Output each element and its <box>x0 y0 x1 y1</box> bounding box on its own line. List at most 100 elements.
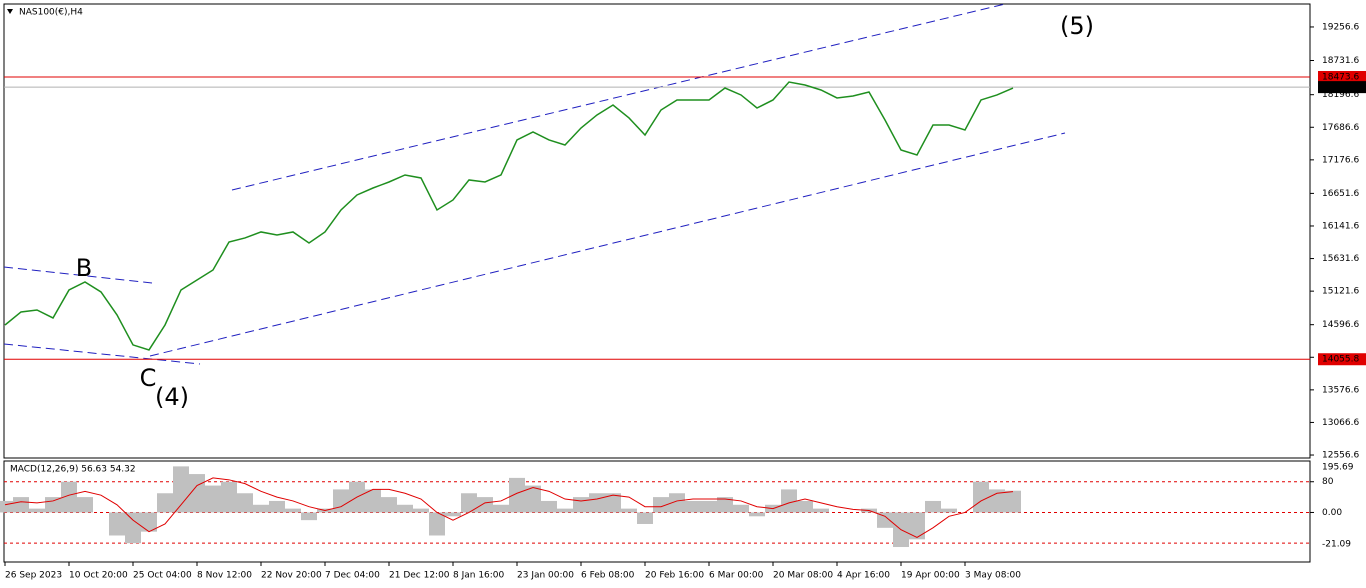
x-tick-label: 20 Feb 16:00 <box>645 571 704 581</box>
macd-bar <box>781 489 797 513</box>
x-tick-label: 25 Oct 04:00 <box>133 571 192 581</box>
macd-bar <box>733 504 749 513</box>
x-tick-label: 20 Mar 08:00 <box>773 571 833 581</box>
macd-bar <box>269 500 285 513</box>
macd-bar <box>717 497 733 513</box>
x-tick-label: 6 Mar 00:00 <box>709 571 764 581</box>
macd-bar <box>653 497 669 513</box>
macd-bar <box>685 500 701 513</box>
y-tick-label: 16651.6 <box>1322 189 1359 199</box>
wedge-lower <box>3 343 201 365</box>
macd-bar <box>157 493 173 513</box>
wave-label: (5) <box>1060 12 1094 40</box>
y-tick-label: 0.00 <box>1322 508 1342 518</box>
macd-bar <box>941 508 957 513</box>
macd-bar <box>77 497 93 513</box>
price-tag-label: 14055.8 <box>1322 355 1359 365</box>
wedge-upper <box>3 266 153 284</box>
macd-bar <box>109 512 125 536</box>
y-tick-label: 18731.6 <box>1322 56 1359 66</box>
macd-bar <box>29 508 45 513</box>
x-tick-label: 19 Apr 00:00 <box>901 571 960 581</box>
macd-bar <box>973 481 989 513</box>
macd-bar <box>381 497 397 513</box>
y-tick-label: 18196.6 <box>1322 90 1359 100</box>
macd-bar <box>13 497 29 513</box>
macd-bar <box>749 512 765 517</box>
price-tag <box>1318 70 1366 83</box>
macd-bar <box>61 481 77 513</box>
macd-bar <box>0 500 13 513</box>
price-line-series <box>4 81 1014 351</box>
macd-bar <box>461 493 477 513</box>
y-tick-label: 13066.6 <box>1322 418 1359 428</box>
macd-bar <box>877 512 893 528</box>
macd-bar <box>141 512 157 532</box>
y-tick-label: 15631.6 <box>1322 254 1359 264</box>
y-tick-label: 12556.6 <box>1322 451 1359 461</box>
macd-bar <box>605 493 621 513</box>
macd-bar <box>125 512 141 544</box>
x-tick-label: 4 Apr 16:00 <box>837 571 890 581</box>
x-tick-label: 8 Nov 12:00 <box>197 571 252 581</box>
x-tick-label: 8 Jan 16:00 <box>453 571 505 581</box>
macd-bar <box>813 508 829 513</box>
chart-title: NAS100(€),H4 <box>19 8 83 18</box>
wave-label: B <box>76 254 92 282</box>
scale-min: -21.09 <box>1322 540 1351 550</box>
channel-upper <box>231 3 1006 191</box>
macd-bar <box>541 500 557 513</box>
wave-label: C <box>140 364 157 392</box>
macd-bar <box>285 508 301 513</box>
macd-bar <box>525 485 541 513</box>
macd-bar <box>221 481 237 513</box>
macd-bar <box>925 500 941 513</box>
macd-bar <box>429 512 445 536</box>
x-tick-label: 21 Dec 12:00 <box>389 571 450 581</box>
signal-line <box>4 477 1014 538</box>
macd-bar <box>557 508 573 513</box>
scale-max: 195.69 <box>1322 463 1354 473</box>
price-tag-label: 18473.6 <box>1322 72 1359 82</box>
menu-arrow[interactable] <box>7 9 13 14</box>
macd-bar <box>365 489 381 513</box>
y-tick-label: 16141.6 <box>1322 221 1359 231</box>
x-tick-label: 23 Jan 00:00 <box>517 571 574 581</box>
x-tick-label: 3 May 08:00 <box>965 571 1021 581</box>
y-tick-label: 19256.6 <box>1322 22 1359 32</box>
main-frame <box>3 3 1311 459</box>
macd-bar <box>1005 490 1021 513</box>
macd-bar <box>253 504 269 513</box>
price-tag-label: 18315.0 <box>1322 83 1359 93</box>
macd-title: MACD(12,26,9) 56.63 54.32 <box>10 465 136 475</box>
wave-label: (4) <box>155 383 189 411</box>
x-tick-label: 26 Sep 2023 <box>5 571 62 581</box>
macd-bar <box>237 493 253 513</box>
x-tick-label: 6 Feb 08:00 <box>581 571 635 581</box>
x-tick-label: 22 Nov 20:00 <box>261 571 322 581</box>
macd-bar <box>445 512 461 517</box>
y-tick-label: 80 <box>1322 477 1334 487</box>
macd-bar <box>301 512 317 521</box>
macd-bar <box>173 466 189 513</box>
macd-bar <box>397 504 413 513</box>
macd-bar <box>637 512 653 524</box>
macd-bar <box>333 489 349 513</box>
macd-bar <box>189 474 205 513</box>
macd-bar <box>797 500 813 513</box>
macd-bar <box>669 493 685 513</box>
y-tick-label: 13576.6 <box>1322 385 1359 395</box>
price-tag <box>1318 353 1366 366</box>
channel-lower <box>149 132 1066 357</box>
macd-bar <box>413 508 429 513</box>
y-tick-label: 17686.6 <box>1322 123 1359 133</box>
y-tick-label: 17176.6 <box>1322 155 1359 165</box>
y-tick-label: 14596.6 <box>1322 320 1359 330</box>
macd-bar <box>509 477 525 513</box>
x-tick-label: 7 Dec 04:00 <box>325 571 380 581</box>
macd-bar <box>909 512 925 540</box>
macd-bar <box>589 493 605 513</box>
x-tick-label: 10 Oct 20:00 <box>69 571 128 581</box>
macd-bar <box>493 504 509 513</box>
